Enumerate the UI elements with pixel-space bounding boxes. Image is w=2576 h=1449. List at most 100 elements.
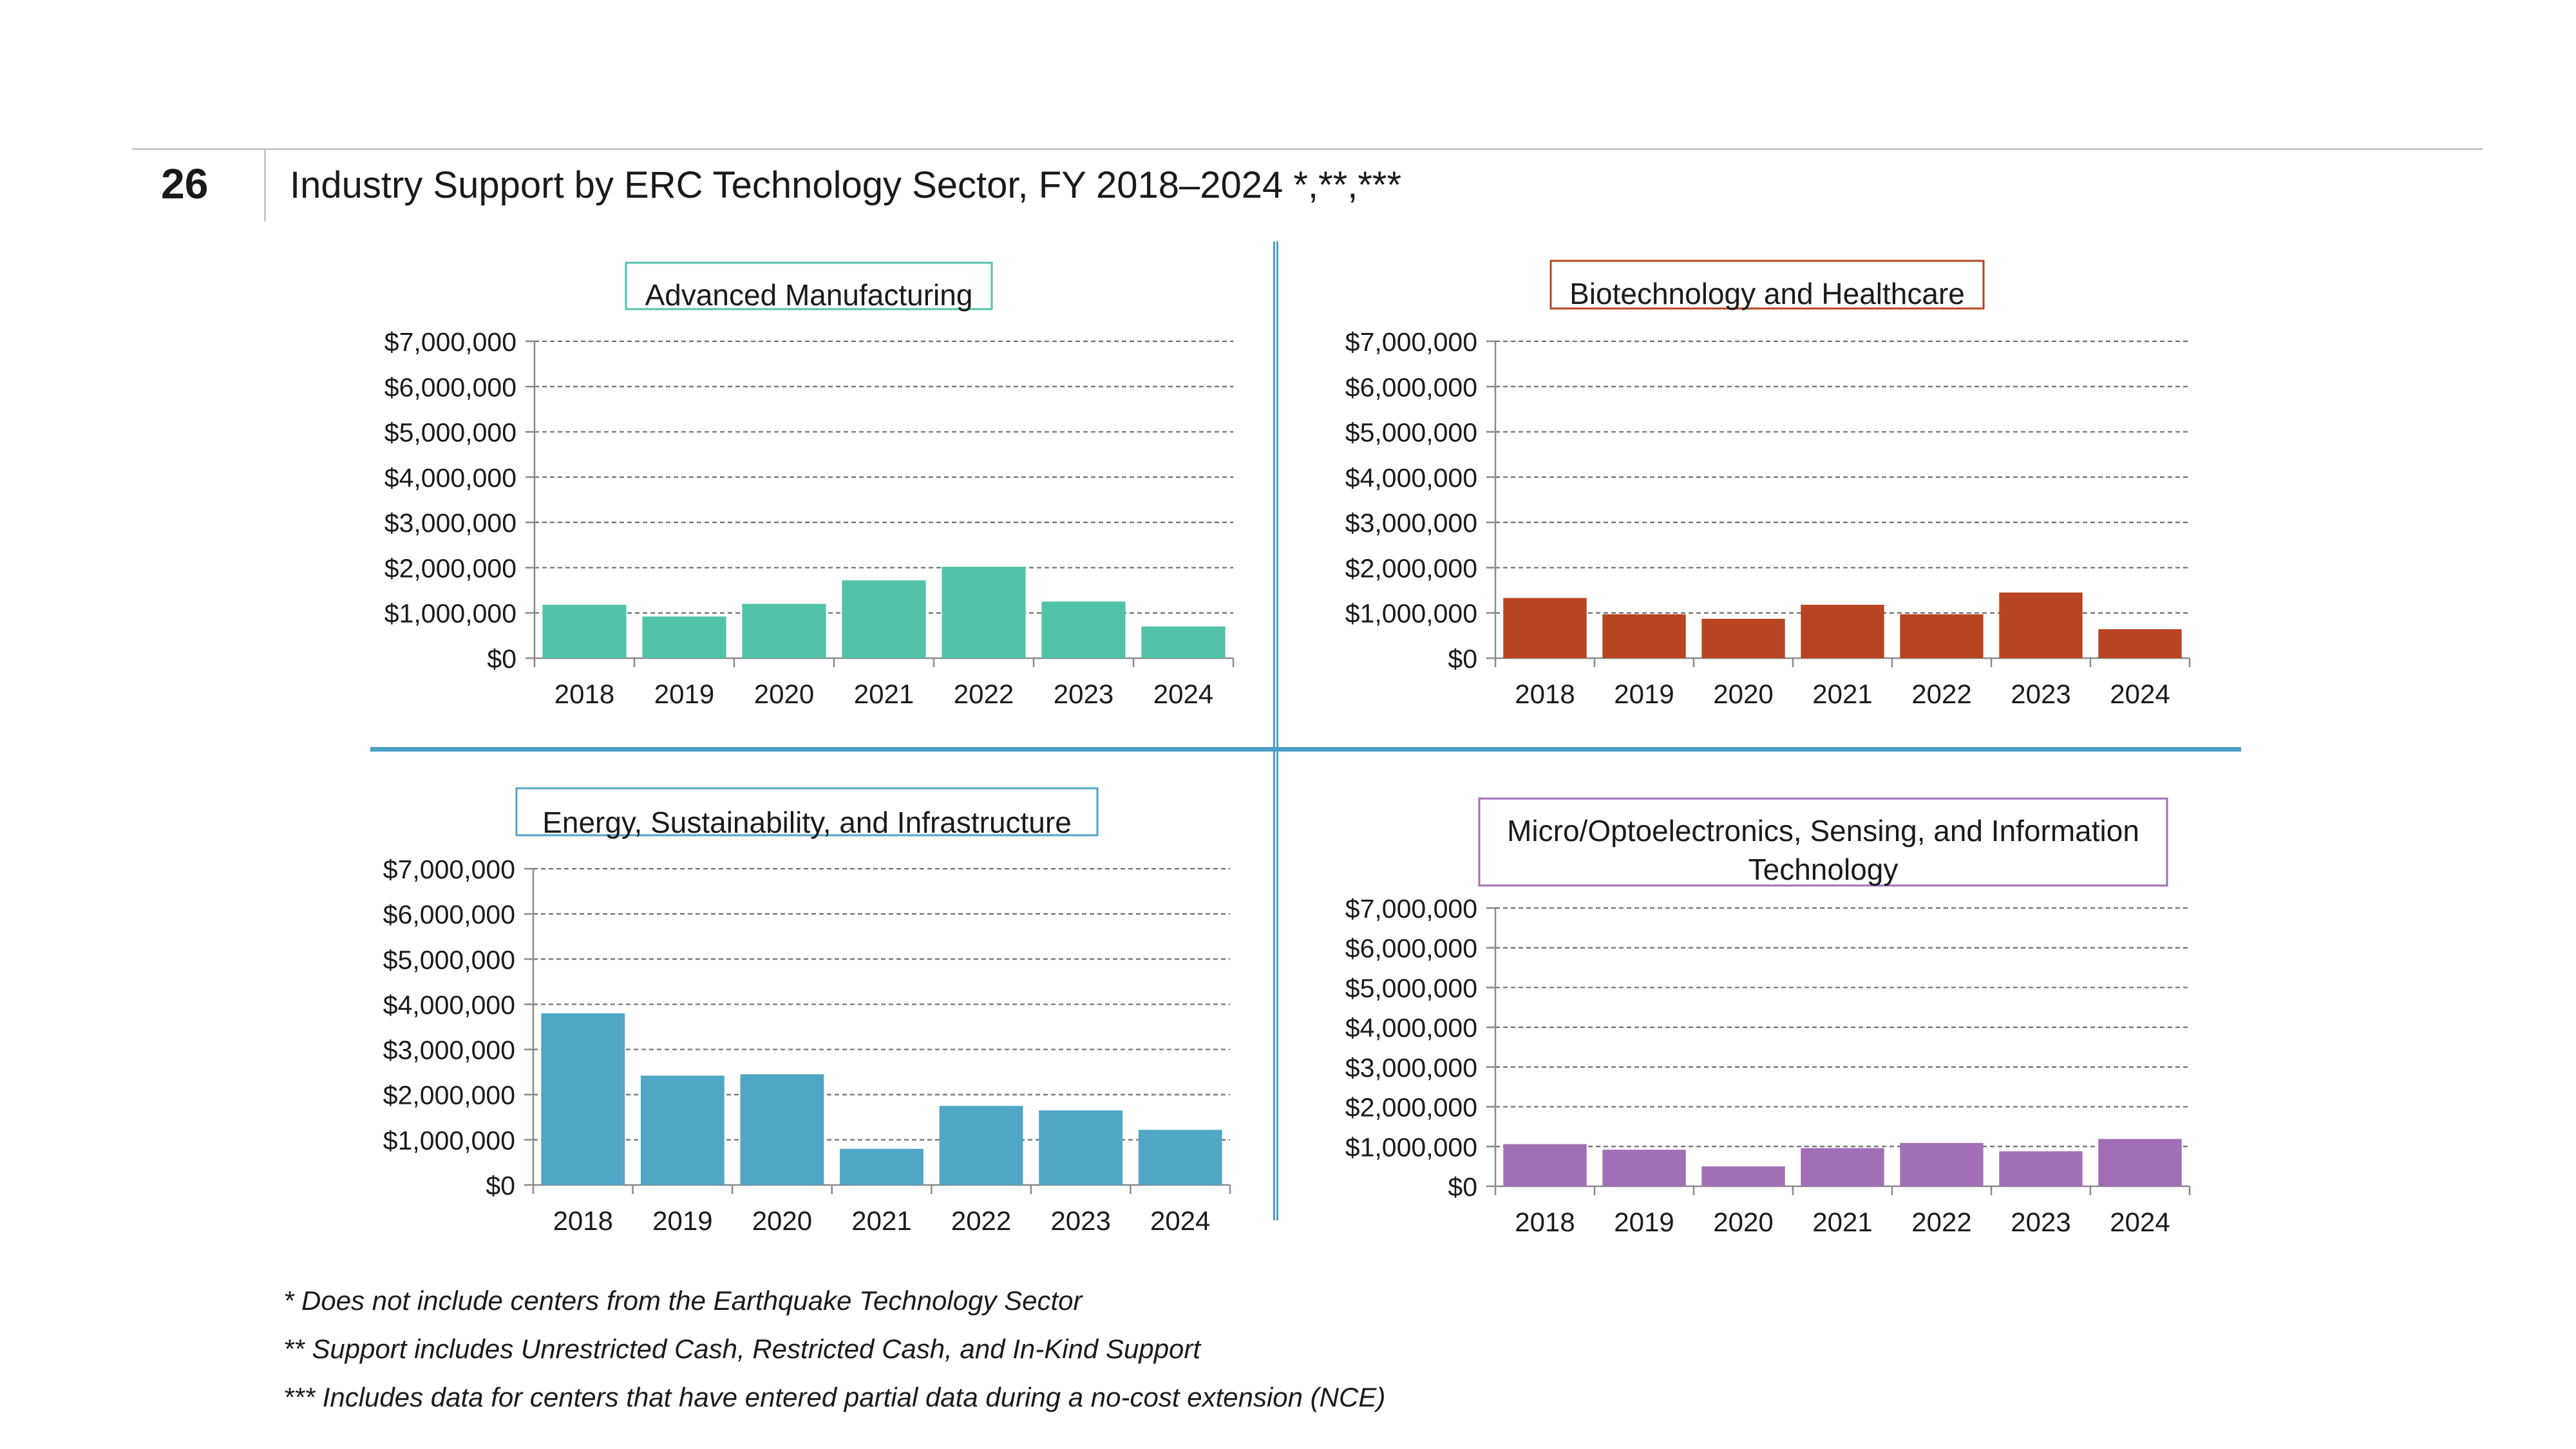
bar [1801, 1148, 1884, 1186]
chart-1: $0 $1,000,000 $2,000,000 $3,000,000 $4,000,0… [384, 261, 1235, 709]
x-tick-label: 2021 [1812, 679, 1872, 709]
chart-title-box [1478, 797, 2168, 887]
bar [1900, 1142, 1984, 1186]
bar [742, 603, 826, 658]
chart-title-box [625, 261, 993, 310]
x-tick-label: 2022 [951, 1206, 1011, 1236]
chart-3: $0 $1,000,000 $2,000,000 $3,000,000 $4,000,0… [383, 787, 1231, 1236]
x-tick-label: 2020 [754, 679, 814, 709]
x-tick-label: 2019 [1614, 1207, 1674, 1237]
bar [642, 616, 726, 658]
y-tick-label: $3,000,000 [383, 1036, 515, 1065]
y-tick-label: $0 [1448, 644, 1477, 674]
bar [1999, 592, 2083, 658]
x-tick-label: 2023 [2011, 1207, 2070, 1237]
x-tick-label: 2019 [1614, 679, 1674, 709]
quadrant-vertical-divider [1273, 242, 1278, 1220]
x-tick-label: 2020 [1713, 1207, 1773, 1237]
bar [1039, 1110, 1123, 1185]
figure-title: Industry Support by ERC Technology Secto… [290, 164, 1402, 206]
x-tick-label: 2024 [2110, 679, 2170, 709]
bar [2098, 1139, 2182, 1186]
chart-4: $0 $1,000,000 $2,000,000 $3,000,000 $4,000,0… [1345, 797, 2191, 1237]
chart-title: Advanced Manufacturing [645, 278, 973, 312]
y-tick-label: $2,000,000 [1345, 553, 1477, 583]
bar [1701, 1166, 1785, 1186]
y-tick-label: $7,000,000 [384, 327, 516, 357]
bar [740, 1074, 824, 1185]
bar [1503, 598, 1587, 658]
footnote-3: *** Includes data for centers that have … [283, 1382, 1386, 1412]
y-tick-label: $4,000,000 [383, 990, 515, 1019]
x-tick-label: 2020 [752, 1206, 812, 1236]
quadrant-horizontal-divider [370, 747, 2241, 752]
bar [939, 1106, 1023, 1185]
y-tick-label: $5,000,000 [1345, 418, 1477, 448]
bar [542, 605, 627, 658]
y-tick-label: $6,000,000 [1345, 372, 1477, 402]
x-tick-label: 2019 [654, 679, 714, 709]
bar [1801, 605, 1884, 658]
footnotes: * Does not include centers from the Eart… [283, 1282, 1385, 1426]
x-tick-label: 2019 [652, 1206, 712, 1236]
y-tick-label: $3,000,000 [1345, 508, 1477, 538]
y-tick-label: $7,000,000 [1345, 327, 1477, 357]
y-tick-label: $1,000,000 [383, 1126, 515, 1155]
bar [1138, 1130, 1222, 1185]
bar [840, 1148, 923, 1185]
y-tick-label: $3,000,000 [1345, 1053, 1477, 1083]
bar [640, 1075, 724, 1185]
y-tick-label: $3,000,000 [384, 508, 516, 538]
bar [1141, 626, 1226, 658]
x-tick-label: 2018 [553, 1206, 613, 1236]
y-tick-label: $5,000,000 [384, 418, 516, 448]
x-tick-label: 2021 [851, 1206, 911, 1236]
y-tick-label: $4,000,000 [1345, 1013, 1477, 1043]
y-tick-label: $7,000,000 [1345, 894, 1477, 923]
chart-title: Micro/Optoelectronics, Sensing, and Info… [1507, 814, 2139, 848]
x-tick-label: 2023 [2011, 679, 2070, 709]
bar [842, 580, 926, 658]
y-tick-label: $4,000,000 [1345, 463, 1477, 493]
x-tick-label: 2022 [1911, 1207, 1971, 1237]
bar [1503, 1144, 1587, 1186]
bar [1602, 614, 1686, 658]
x-tick-label: 2018 [1515, 679, 1575, 709]
bar [1999, 1151, 2083, 1186]
x-tick-label: 2018 [1515, 1207, 1575, 1237]
header-rule [132, 148, 2483, 150]
y-tick-label: $2,000,000 [384, 553, 516, 583]
chart-title-box [1549, 260, 1985, 310]
footnote-1: * Does not include centers from the Eart… [283, 1285, 1083, 1316]
x-tick-label: 2022 [1911, 679, 1971, 709]
chart-title: Energy, Sustainability, and Infrastructu… [542, 806, 1072, 839]
figure-number: 26 [161, 160, 209, 207]
y-tick-label: $6,000,000 [383, 900, 515, 929]
y-tick-label: $5,000,000 [383, 945, 515, 974]
y-tick-label: $1,000,000 [384, 599, 516, 629]
x-tick-label: 2024 [1153, 679, 1213, 709]
x-tick-label: 2023 [1054, 679, 1113, 709]
y-tick-label: $6,000,000 [1345, 934, 1477, 963]
bar [1602, 1150, 1686, 1186]
y-tick-label: $2,000,000 [383, 1081, 515, 1110]
x-tick-label: 2021 [1812, 1207, 1872, 1237]
bar [1900, 614, 1984, 658]
x-tick-label: 2020 [1713, 679, 1773, 709]
bar [1701, 618, 1785, 658]
y-tick-label: $0 [487, 644, 516, 674]
bar [2098, 629, 2182, 658]
x-tick-label: 2024 [1150, 1206, 1210, 1236]
x-tick-label: 2018 [554, 679, 614, 709]
x-tick-label: 2022 [954, 679, 1014, 709]
y-tick-label: $7,000,000 [383, 855, 515, 884]
y-tick-label: $2,000,000 [1345, 1093, 1477, 1122]
chart-2: $0 $1,000,000 $2,000,000 $3,000,000 $4,000,0… [1345, 260, 2191, 709]
y-tick-label: $1,000,000 [1345, 599, 1477, 629]
y-tick-label: $0 [1448, 1172, 1477, 1202]
y-tick-label: $1,000,000 [1345, 1132, 1477, 1162]
y-tick-label: $0 [486, 1171, 515, 1200]
chart-title: Technology [1748, 853, 1899, 886]
chart-title-box [515, 787, 1099, 837]
footnote-2: ** Support includes Unrestricted Cash, R… [283, 1334, 1201, 1364]
